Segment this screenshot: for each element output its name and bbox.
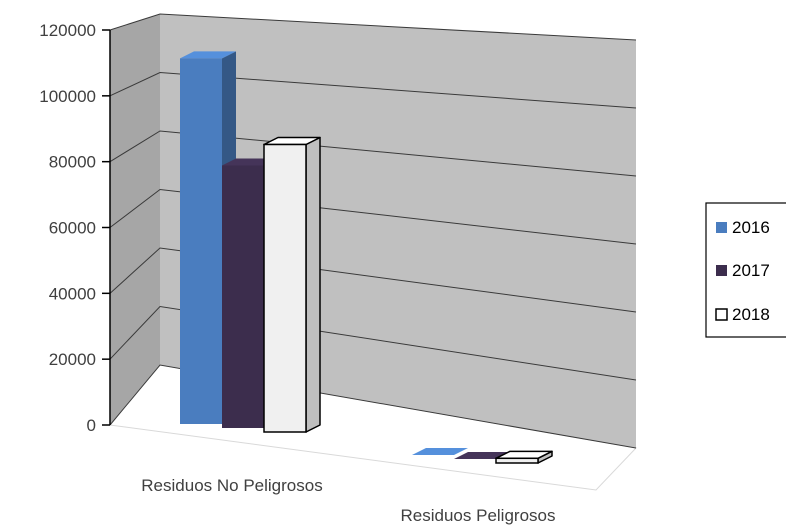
gridline bbox=[109, 247, 637, 313]
legend-label-2018: 2018 bbox=[732, 305, 770, 324]
bar-2017-1 bbox=[222, 165, 264, 428]
category-label: Residuos Peligrosos bbox=[401, 506, 556, 525]
bar-2018-1 bbox=[263, 143, 307, 433]
y-tick-label: 0 bbox=[87, 416, 96, 435]
y-tick-labels: 0 20000 40000 60000 80000 100000 120000 bbox=[39, 21, 110, 435]
bar-2017-2-top bbox=[454, 452, 510, 459]
bar-2016-2-top bbox=[412, 448, 468, 455]
y-tick-label: 40000 bbox=[49, 284, 96, 303]
gridline bbox=[109, 71, 637, 109]
y-tick-label: 120000 bbox=[39, 21, 96, 40]
bar-2018-1-side bbox=[305, 136, 321, 433]
gridline bbox=[109, 188, 637, 245]
gridline bbox=[109, 305, 637, 381]
y-tick-label: 80000 bbox=[49, 153, 96, 172]
legend-swatch-2018 bbox=[715, 308, 728, 321]
y-tick-label: 20000 bbox=[49, 350, 96, 369]
legend-swatch-2016 bbox=[716, 222, 727, 233]
bar-2016-1 bbox=[180, 58, 222, 424]
category-label: Residuos No Peligrosos bbox=[141, 476, 322, 495]
gridline bbox=[109, 13, 637, 41]
bar-2016-1-top bbox=[180, 51, 236, 59]
y-tick-label: 100000 bbox=[39, 87, 96, 106]
bar-2018-2 bbox=[495, 457, 539, 464]
category-labels: Residuos No Peligrosos Residuos Peligroso… bbox=[141, 476, 555, 525]
gridline bbox=[109, 130, 637, 177]
legend-label-2017: 2017 bbox=[732, 261, 770, 280]
gridline bbox=[109, 364, 637, 449]
legend-swatch-2017 bbox=[716, 265, 727, 276]
bars bbox=[180, 51, 553, 464]
legend-label-2016: 2016 bbox=[732, 218, 770, 237]
gridlines bbox=[109, 13, 637, 449]
y-tick-label: 60000 bbox=[49, 219, 96, 238]
side-wall bbox=[110, 14, 160, 425]
legend: 2016 2017 2018 bbox=[705, 202, 786, 338]
